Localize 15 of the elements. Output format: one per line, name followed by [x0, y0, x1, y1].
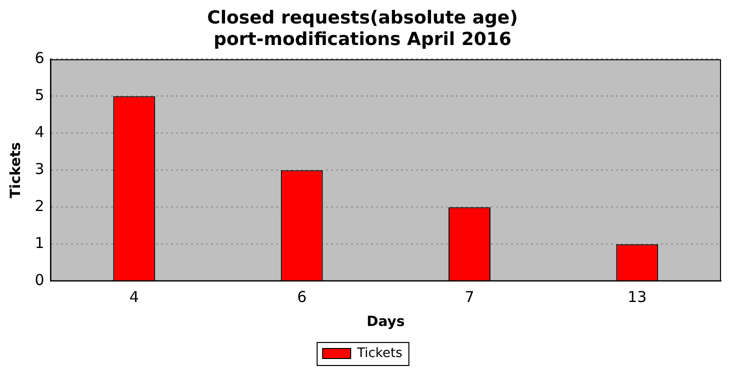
y-tick-label: 3 — [34, 160, 44, 178]
legend-label: Tickets — [356, 346, 403, 361]
x-axis-title: Days — [366, 314, 405, 330]
x-tick-label: 6 — [297, 288, 307, 306]
chart-title: Closed requests(absolute age) port-modifications April 2016 — [207, 7, 518, 50]
y-tick-label: 2 — [34, 197, 44, 216]
y-tick-label: 4 — [34, 123, 44, 142]
x-tick-label: 4 — [129, 288, 139, 306]
y-tick-label: 0 — [34, 271, 44, 290]
y-tick-label: 6 — [34, 49, 44, 68]
x-tick-label: 13 — [628, 288, 647, 306]
y-axis-title: Tickets — [8, 142, 24, 198]
y-tick-label: 5 — [34, 86, 44, 104]
x-tick-label: 7 — [464, 288, 474, 306]
y-tick-label: 1 — [34, 234, 44, 252]
